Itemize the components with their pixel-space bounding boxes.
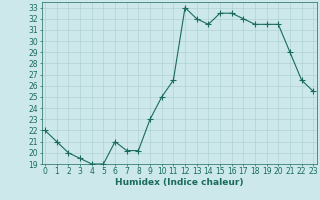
X-axis label: Humidex (Indice chaleur): Humidex (Indice chaleur) [115, 178, 244, 187]
